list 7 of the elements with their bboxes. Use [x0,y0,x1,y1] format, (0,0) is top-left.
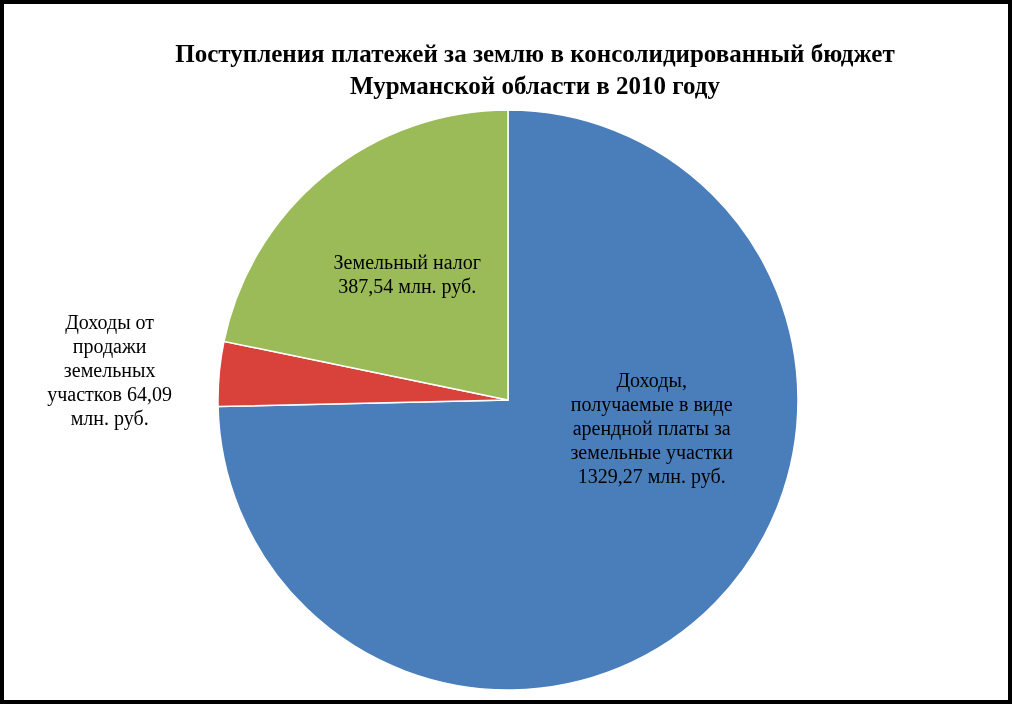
slice-label: Доходы, получаемые в виде арендной платы за земельные участки [570,369,734,464]
slice-label: Доходы от продажи земельных участков 64,09 млн. руб. [47,310,172,430]
data-label: 387,54 млн. руб. [338,274,477,298]
chart-title: Поступления платежей за землю в консолидированный бюджет Мурманской области в 2010 году [175,40,895,99]
data-label: 1329,27 млн. руб. [577,465,726,488]
slice-label: Земельный налог [333,250,481,273]
pie-slice [217,109,799,691]
